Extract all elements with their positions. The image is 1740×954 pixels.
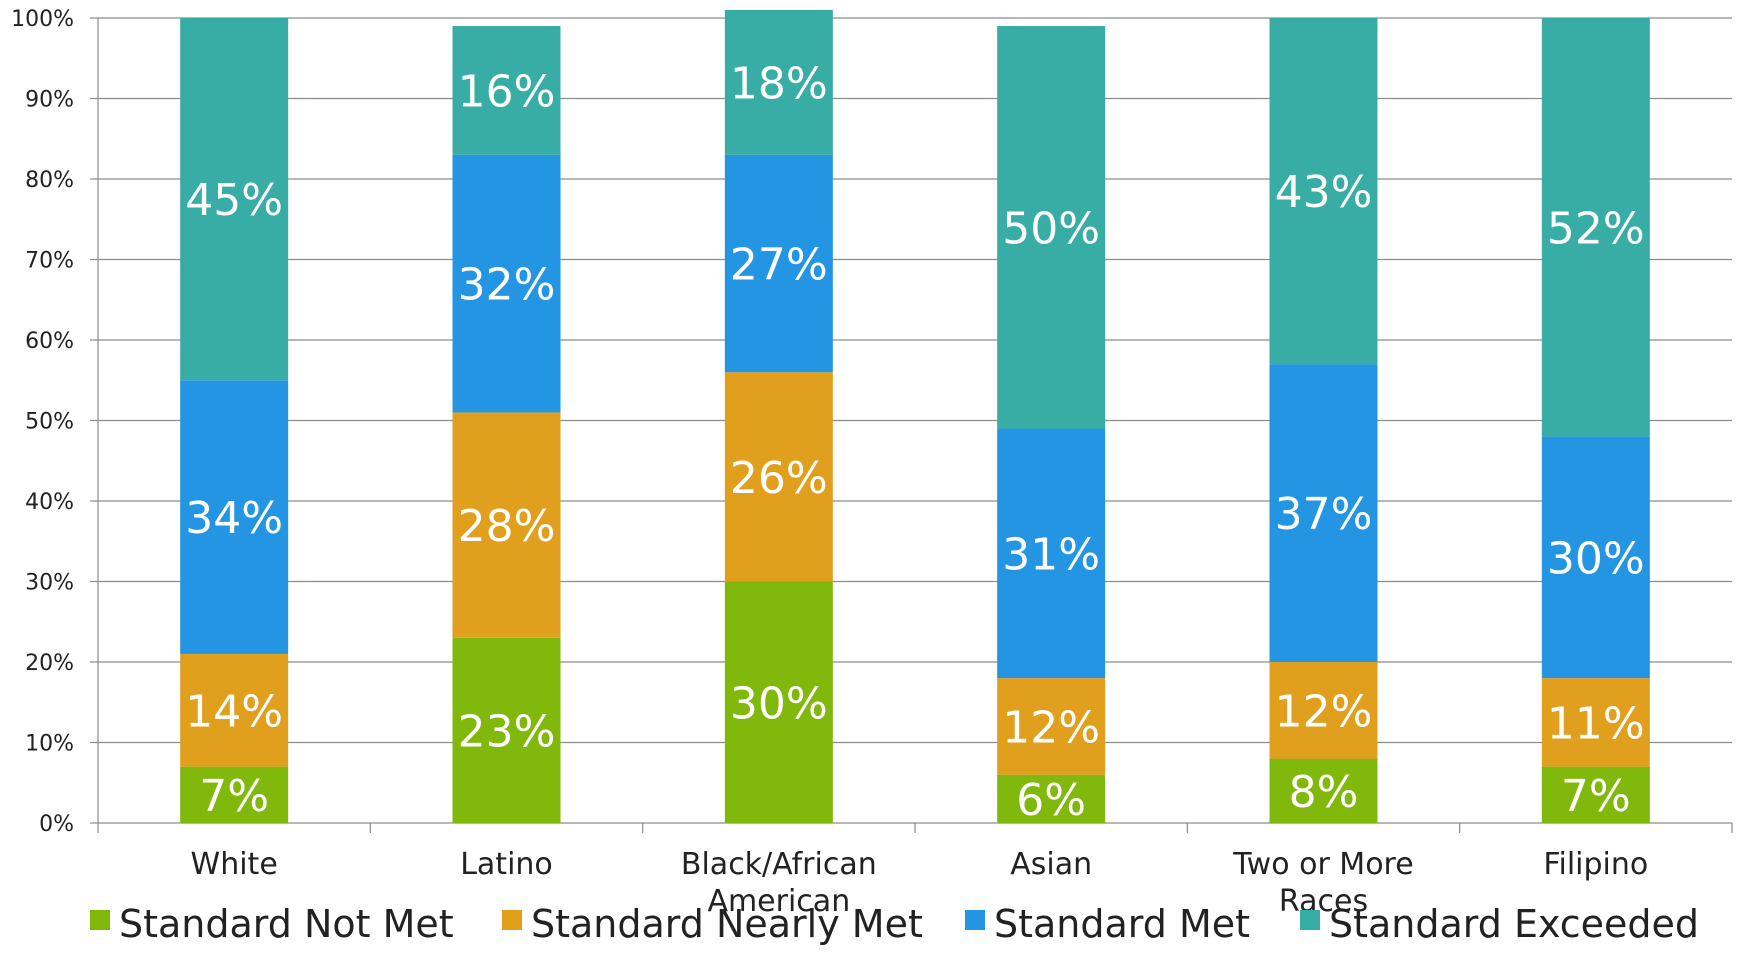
bar-segment bbox=[1269, 662, 1378, 759]
bar-segment bbox=[1541, 766, 1650, 823]
y-tick-label: 0% bbox=[39, 812, 74, 837]
bar-segment bbox=[180, 380, 289, 654]
legend-swatch bbox=[965, 910, 985, 930]
bar-segment bbox=[1541, 436, 1650, 679]
bar-segment bbox=[180, 653, 289, 767]
y-tick-label: 70% bbox=[25, 249, 74, 274]
data-label: 12% bbox=[1275, 686, 1373, 737]
data-label: 30% bbox=[1547, 533, 1645, 584]
bar-segment bbox=[724, 154, 833, 373]
legend-swatch bbox=[502, 910, 522, 930]
data-label: 28% bbox=[458, 501, 556, 552]
y-tick-label: 90% bbox=[25, 88, 74, 113]
data-label: 8% bbox=[1289, 767, 1359, 818]
data-label: 7% bbox=[1561, 771, 1631, 822]
legend-label: Standard Exceeded bbox=[1329, 902, 1699, 946]
bar-segment bbox=[997, 428, 1106, 679]
y-tick-label: 50% bbox=[25, 410, 74, 435]
data-label: 7% bbox=[199, 771, 269, 822]
legend-label: Standard Not Met bbox=[119, 902, 454, 946]
legend-label: Standard Nearly Met bbox=[531, 902, 923, 946]
legend-swatch bbox=[90, 910, 110, 930]
data-label: 6% bbox=[1016, 775, 1086, 826]
bar-segment bbox=[1269, 364, 1378, 662]
bar-segment bbox=[1269, 758, 1378, 823]
bar-segment bbox=[452, 637, 561, 823]
x-category-label: Latino bbox=[460, 847, 553, 882]
data-label: 45% bbox=[185, 175, 283, 226]
bar-segment bbox=[997, 26, 1106, 429]
data-label: 37% bbox=[1275, 489, 1373, 540]
data-label: 16% bbox=[458, 66, 556, 117]
bar-segment bbox=[724, 9, 833, 155]
y-tick-label: 30% bbox=[25, 571, 74, 596]
x-category-label: Two or More Races bbox=[1232, 847, 1413, 919]
data-label: 11% bbox=[1547, 698, 1645, 749]
y-tick-label: 100% bbox=[11, 7, 74, 32]
bar-segment bbox=[724, 581, 833, 823]
y-tick-label: 80% bbox=[25, 168, 74, 193]
data-label: 50% bbox=[1002, 203, 1100, 254]
x-category-label: Black/African American bbox=[681, 847, 877, 919]
legend-label: Standard Met bbox=[994, 902, 1250, 946]
data-label: 18% bbox=[730, 58, 828, 109]
y-tick-label: 60% bbox=[25, 329, 74, 354]
bar-segment bbox=[997, 774, 1106, 823]
bar-segment bbox=[452, 412, 561, 638]
bar-segment bbox=[452, 154, 561, 413]
bar-segment bbox=[1541, 18, 1650, 437]
data-label: 52% bbox=[1547, 203, 1645, 254]
bar-segment bbox=[1269, 18, 1378, 365]
legend-swatch bbox=[1300, 910, 1320, 930]
data-label: 30% bbox=[730, 678, 828, 729]
bar-segment bbox=[452, 26, 561, 155]
data-label: 34% bbox=[185, 493, 283, 544]
x-category-label: White bbox=[191, 847, 278, 882]
bar-segment bbox=[180, 18, 289, 381]
data-label: 26% bbox=[730, 453, 828, 504]
bar-segment bbox=[997, 678, 1106, 775]
x-category-label: Filipino bbox=[1543, 847, 1648, 882]
data-label: 23% bbox=[458, 706, 556, 757]
bar-segment bbox=[1541, 678, 1650, 767]
y-tick-label: 20% bbox=[25, 651, 74, 676]
bar-segment bbox=[180, 766, 289, 823]
data-label: 12% bbox=[1002, 702, 1100, 753]
x-category-label: Asian bbox=[1010, 847, 1092, 882]
data-label: 43% bbox=[1275, 167, 1373, 218]
y-tick-label: 10% bbox=[25, 732, 74, 757]
data-label: 27% bbox=[730, 240, 828, 291]
y-tick-label: 40% bbox=[25, 490, 74, 515]
data-label: 32% bbox=[458, 260, 556, 311]
data-label: 14% bbox=[185, 686, 283, 737]
bar-segment bbox=[724, 372, 833, 582]
data-label: 31% bbox=[1002, 529, 1100, 580]
